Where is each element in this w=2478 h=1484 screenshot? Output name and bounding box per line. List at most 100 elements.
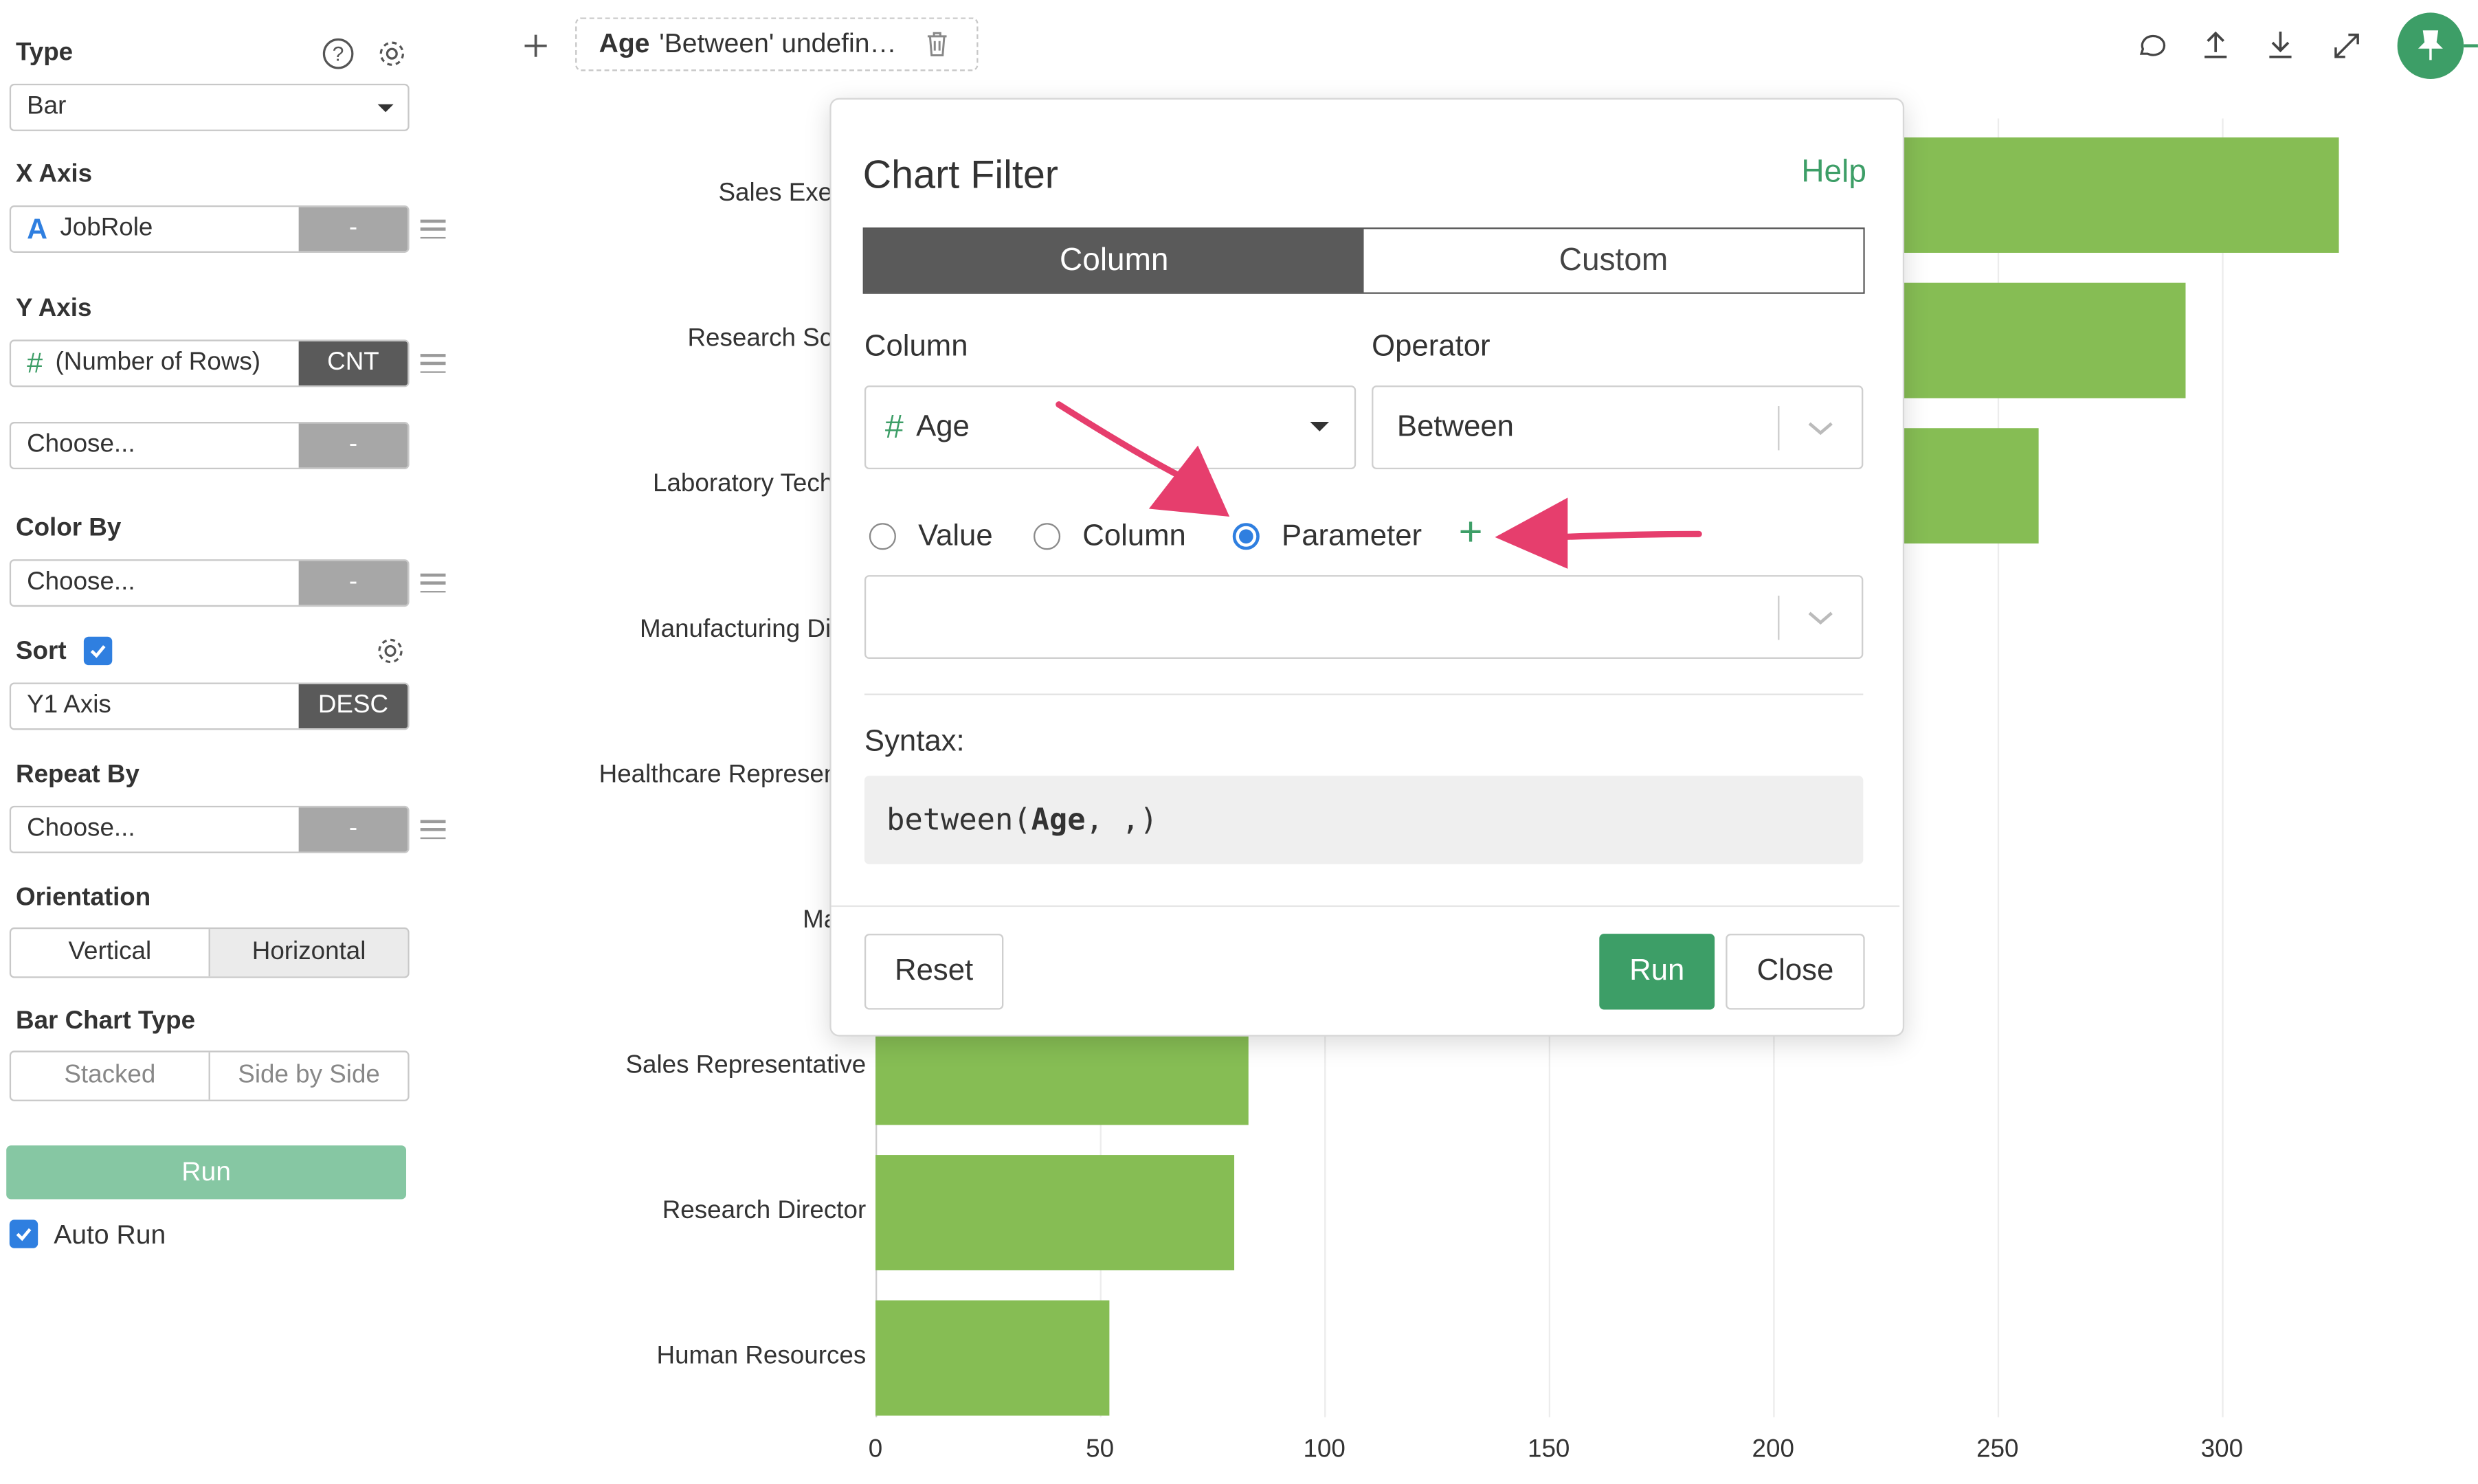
bar[interactable] [875,1300,1109,1416]
drag-handle-icon[interactable] [420,573,446,593]
syntax-label: Syntax: [864,725,965,758]
y-axis-label: Y Axis [15,295,92,323]
bar[interactable] [875,1155,1235,1270]
check-icon [16,1228,32,1241]
sort-gear-icon[interactable] [375,635,406,666]
color-by-field[interactable]: Choose... - [9,559,410,607]
repeat-by-field[interactable]: Choose... - [9,805,410,853]
sort-label: Sort [15,638,67,666]
run-button[interactable]: Run [1599,934,1715,1010]
orientation-vertical[interactable]: Vertical [68,938,152,966]
sort-field-value: Y1 Axis [27,692,111,719]
gridline [2222,118,2224,1417]
comment-icon[interactable] [2135,30,2167,62]
drag-handle-icon[interactable] [420,354,446,373]
column-label: Column [864,330,968,363]
repeat-by-agg-button[interactable]: - [298,807,408,852]
bar-chart-type-label: Bar Chart Type [15,1008,196,1035]
operator-label: Operator [1372,330,1491,363]
filter-chip[interactable]: Age 'Between' undefin… [575,17,979,71]
y-category-label: Sales Representative [625,1051,867,1079]
color-by-field-value: Choose... [27,568,135,596]
color-by-label: Color By [15,515,122,542]
orientation-horizontal[interactable]: Horizontal [208,929,408,977]
check-icon [90,645,106,658]
drag-handle-icon[interactable] [420,219,446,239]
trash-icon[interactable] [925,30,950,58]
parameter-select[interactable] [864,575,1864,659]
bar-chart-type-toggle[interactable]: Stacked Side by Side [9,1050,410,1101]
drag-handle-icon[interactable] [420,820,446,840]
y-axis-agg-button[interactable]: CNT [298,341,408,386]
syntax-box: between(Age, ,) [864,776,1864,864]
x-tick-label: 100 [1303,1436,1346,1463]
y-axis-field-value: (Number of Rows) [55,349,261,376]
sort-checkbox[interactable] [83,636,113,666]
number-type-icon: # [27,346,43,379]
chevron-down-icon [377,104,394,113]
reset-button[interactable]: Reset [864,934,1004,1010]
x-tick-label: 250 [1976,1436,2019,1463]
radio-value[interactable] [869,523,896,550]
pin-button[interactable] [2397,12,2464,79]
filter-chip-column: Age [599,28,650,59]
type-label: Type [15,39,74,67]
tab-column[interactable]: Column [864,229,1364,293]
upload-icon[interactable] [2200,28,2231,60]
chevron-down-icon [1310,420,1330,431]
orientation-label: Orientation [15,884,151,912]
y2-axis-field-value: Choose... [27,431,135,458]
help-link[interactable]: Help [1801,155,1866,190]
x-axis-agg-button[interactable]: - [298,207,408,251]
syntax-column: Age [1031,802,1086,837]
radio-parameter-label: Parameter [1282,519,1422,553]
chart-filter-dialog: Chart Filter Help Column Custom Column O… [829,98,1905,1037]
radio-parameter[interactable] [1232,523,1260,550]
x-axis-field[interactable]: A JobRole - [9,205,410,253]
x-tick-label: 0 [868,1436,883,1463]
close-button[interactable]: Close [1726,934,1865,1010]
operator-select-value: Between [1396,409,1515,444]
orientation-toggle[interactable]: Vertical Horizontal [9,927,410,978]
add-parameter-button[interactable]: + [1458,507,1483,555]
divider [864,693,1864,695]
radio-column-label: Column [1082,519,1186,553]
tab-custom[interactable]: Custom [1363,229,1864,293]
bar-type-stacked[interactable]: Stacked [64,1061,156,1089]
sidebar-run-button[interactable]: Run [6,1145,407,1200]
pin-connector [2464,44,2478,47]
radio-column[interactable] [1034,523,1061,550]
x-axis-field-value: JobRole [60,214,153,242]
sort-field[interactable]: Y1 Axis DESC [9,682,410,730]
radio-value-label: Value [918,519,993,553]
y-axis-field[interactable]: # (Number of Rows) CNT [9,339,410,387]
syntax-suffix: , ,) [1085,802,1158,837]
type-select[interactable]: Bar [9,83,410,131]
bar-type-side-by-side[interactable]: Side by Side [208,1052,408,1100]
filter-chip-text: 'Between' undefin… [659,28,897,59]
sort-direction-button[interactable]: DESC [298,684,408,729]
y2-axis-field[interactable]: Choose... - [9,422,410,470]
auto-run-label: Auto Run [54,1219,166,1250]
filter-tabs: Column Custom [862,227,1865,294]
auto-run-checkbox[interactable] [9,1219,38,1248]
pin-icon [2418,30,2443,60]
dialog-title: Chart Filter [862,153,1058,198]
gear-icon[interactable] [376,38,408,69]
operator-select[interactable]: Between [1372,385,1864,470]
column-select[interactable]: # Age [864,385,1357,470]
add-filter-icon[interactable] [523,33,548,58]
y-category-label: Healthcare Representat [599,761,867,788]
x-tick-label: 50 [1086,1436,1115,1463]
x-tick-label: 300 [2200,1436,2244,1463]
string-type-icon: A [27,212,47,245]
expand-icon[interactable] [2331,30,2363,62]
download-icon[interactable] [2264,28,2296,60]
chevron-down-icon [1808,611,1833,624]
color-by-agg-button[interactable]: - [298,561,408,605]
y2-axis-agg-button[interactable]: - [298,423,408,468]
gridline [1997,118,2000,1417]
svg-text:?: ? [333,43,344,66]
help-icon[interactable]: ? [322,38,354,69]
x-tick-label: 150 [1528,1436,1570,1463]
